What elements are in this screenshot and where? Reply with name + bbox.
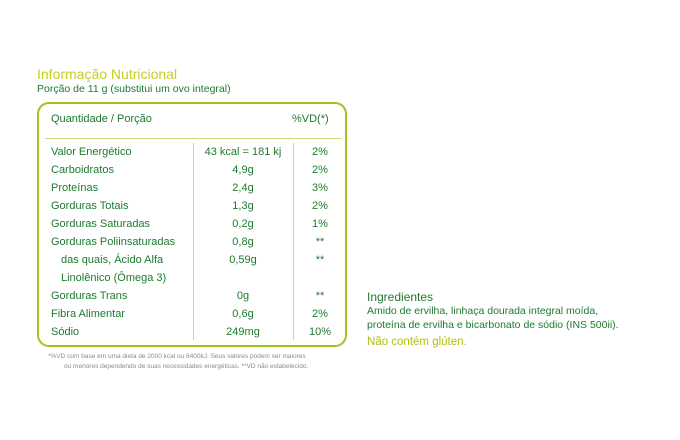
row-label-fiber: Fibra Alimentar — [51, 308, 125, 320]
row-amount-energy: 43 kcal = 181 kj — [204, 146, 282, 158]
row-vd-trans-fat: ** — [315, 290, 325, 302]
column-header-vd: %VD(*) — [292, 113, 329, 125]
row-label-total-fat: Gorduras Totais — [51, 200, 129, 212]
gluten-free-notice: Não contém glúten. — [367, 336, 467, 348]
row-label-omega3: das quais, Ácido Alfa — [61, 254, 164, 266]
row-label-omega3-line2: Linolênico (Ômega 3) — [61, 272, 167, 284]
footnote-line-2: ou menores dependendo de suas necessidad… — [64, 363, 309, 370]
ingredients-title: Ingredientes — [367, 290, 434, 304]
column-divider-right — [293, 143, 294, 340]
row-vd-sodium: 10% — [308, 326, 332, 338]
row-amount-omega3: 0,59g — [229, 254, 257, 266]
column-divider-left — [193, 143, 194, 340]
row-amount-total-fat: 1,3g — [232, 200, 254, 212]
row-label-protein: Proteínas — [51, 182, 99, 194]
row-amount-protein: 2,4g — [232, 182, 254, 194]
row-vd-carbs: 2% — [312, 164, 328, 176]
ingredients-line-1: Amido de ervilha, linhaça dourada integr… — [367, 305, 599, 317]
row-label-sodium: Sódio — [51, 326, 80, 338]
row-vd-total-fat: 2% — [312, 200, 328, 212]
row-vd-saturated-fat: 1% — [312, 218, 328, 230]
ingredients-line-2: proteína de ervilha e bicarbonato de sód… — [367, 319, 619, 331]
row-amount-polyunsaturated-fat: 0,8g — [232, 236, 254, 248]
header-divider — [45, 138, 341, 139]
row-vd-omega3: ** — [315, 254, 325, 266]
row-amount-fiber: 0,6g — [232, 308, 254, 320]
row-label-energy: Valor Energético — [51, 146, 132, 158]
row-label-saturated-fat: Gorduras Saturadas — [51, 218, 151, 230]
row-vd-energy: 2% — [312, 146, 328, 158]
row-vd-fiber: 2% — [312, 308, 328, 320]
nutrition-title: Informação Nutricional — [37, 66, 178, 82]
row-vd-protein: 3% — [312, 182, 328, 194]
footnote-line-1: *%VD com base em uma dieta de 2000 kcal … — [48, 353, 306, 360]
row-amount-trans-fat: 0g — [236, 290, 250, 302]
column-header-quantity: Quantidade / Porção — [51, 113, 152, 125]
row-label-trans-fat: Gorduras Trans — [51, 290, 128, 302]
row-amount-carbs: 4,9g — [232, 164, 254, 176]
nutrition-table-panel — [37, 102, 347, 347]
row-label-polyunsaturated-fat: Gorduras Poliinsaturadas — [51, 236, 176, 248]
row-amount-saturated-fat: 0,2g — [232, 218, 254, 230]
row-vd-polyunsaturated-fat: ** — [315, 236, 325, 248]
portion-subtitle: Porção de 11 g (substitui um ovo integra… — [37, 83, 231, 95]
row-label-carbs: Carboidratos — [51, 164, 114, 176]
row-amount-sodium: 249mg — [226, 326, 260, 338]
